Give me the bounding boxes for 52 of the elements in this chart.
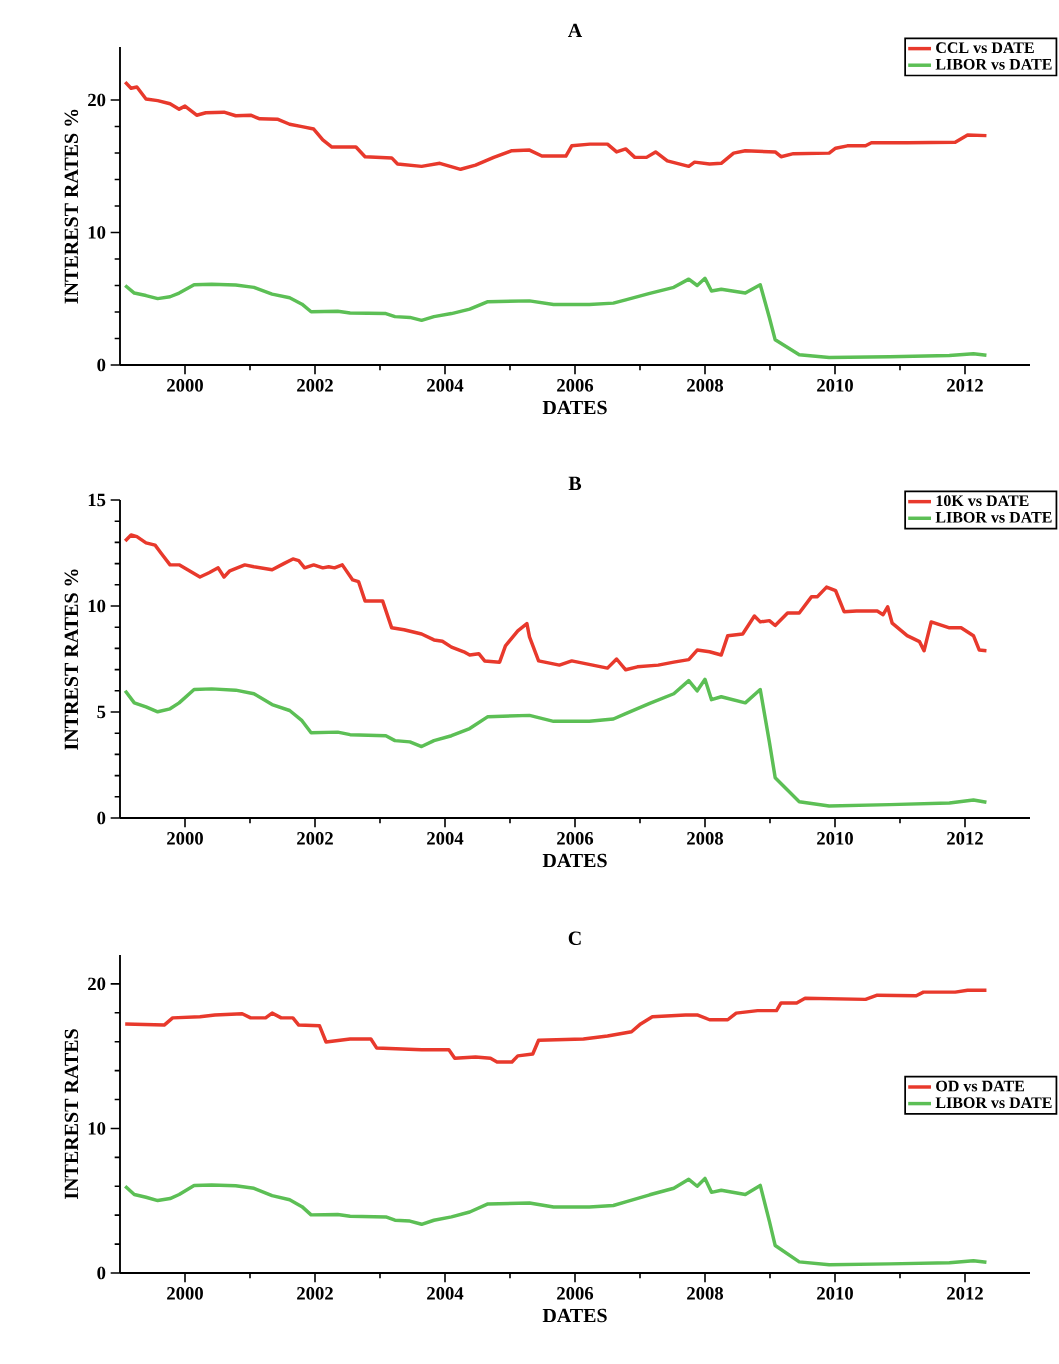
line-series — [123, 80, 989, 172]
y-axis-title: INTEREST RATES % — [64, 109, 79, 304]
x-tick-label: 2008 — [687, 832, 724, 845]
x-tick-label: 2008 — [687, 379, 724, 392]
y-axis-title: INTEREST RATES — [64, 1029, 79, 1199]
x-tick-label: 2000 — [167, 379, 203, 392]
y-tick-label: 10 — [88, 599, 106, 613]
x-tick-label: 2002 — [297, 379, 333, 392]
x-tick-label: 2004 — [427, 832, 464, 845]
x-tick-label: 2004 — [427, 1287, 464, 1300]
y-tick-label: 20 — [88, 977, 106, 991]
x-tick-label: 2008 — [687, 1287, 724, 1300]
y-tick-label: 0 — [97, 1266, 106, 1280]
x-tick-label: 2012 — [947, 832, 983, 845]
x-tick-label: 2012 — [947, 1287, 983, 1300]
y-tick-label: 0 — [97, 358, 106, 372]
chart-title: C — [568, 931, 581, 945]
legend-label: OD vs DATE — [936, 1080, 1025, 1092]
x-tick-label: 2010 — [817, 832, 853, 845]
x-tick-label: 2000 — [167, 832, 203, 845]
line-series — [123, 276, 989, 360]
chart-title: B — [568, 476, 582, 490]
y-tick-label: 20 — [88, 93, 106, 107]
y-tick-label: 5 — [97, 705, 106, 719]
y-tick-label: 10 — [88, 1122, 106, 1135]
x-tick-label: 2012 — [947, 379, 983, 392]
x-axis-title: DATES — [542, 400, 607, 415]
legend-label: 10K vs DATE — [936, 495, 1029, 507]
line-series — [123, 1176, 989, 1267]
y-tick-label: 15 — [88, 493, 106, 507]
x-tick-label: 2010 — [817, 1287, 853, 1300]
x-axis-title: DATES — [542, 853, 607, 868]
y-tick-label: 0 — [97, 811, 106, 825]
x-tick-label: 2006 — [557, 1287, 594, 1300]
x-tick-label: 2000 — [167, 1287, 203, 1300]
x-tick-label: 2006 — [557, 832, 594, 845]
legend-label: LIBOR vs DATE — [935, 511, 1052, 523]
line-series — [123, 677, 989, 808]
y-axis-title: INTREST RATES % — [64, 569, 79, 750]
x-tick-label: 2006 — [557, 379, 594, 392]
x-tick-label: 2004 — [427, 379, 464, 392]
legend-label: CCL vs DATE — [936, 42, 1034, 54]
x-tick-label: 2002 — [297, 832, 333, 845]
legend-label: LIBOR vs DATE — [935, 58, 1052, 70]
legend-label: LIBOR vs DATE — [935, 1097, 1052, 1109]
line-series — [123, 533, 989, 672]
x-tick-label: 2002 — [297, 1287, 333, 1300]
chart-title: A — [567, 23, 583, 37]
x-tick-label: 2010 — [817, 379, 853, 392]
line-series — [123, 988, 989, 1064]
y-tick-label: 10 — [88, 226, 106, 239]
x-axis-title: DATES — [542, 1308, 607, 1323]
